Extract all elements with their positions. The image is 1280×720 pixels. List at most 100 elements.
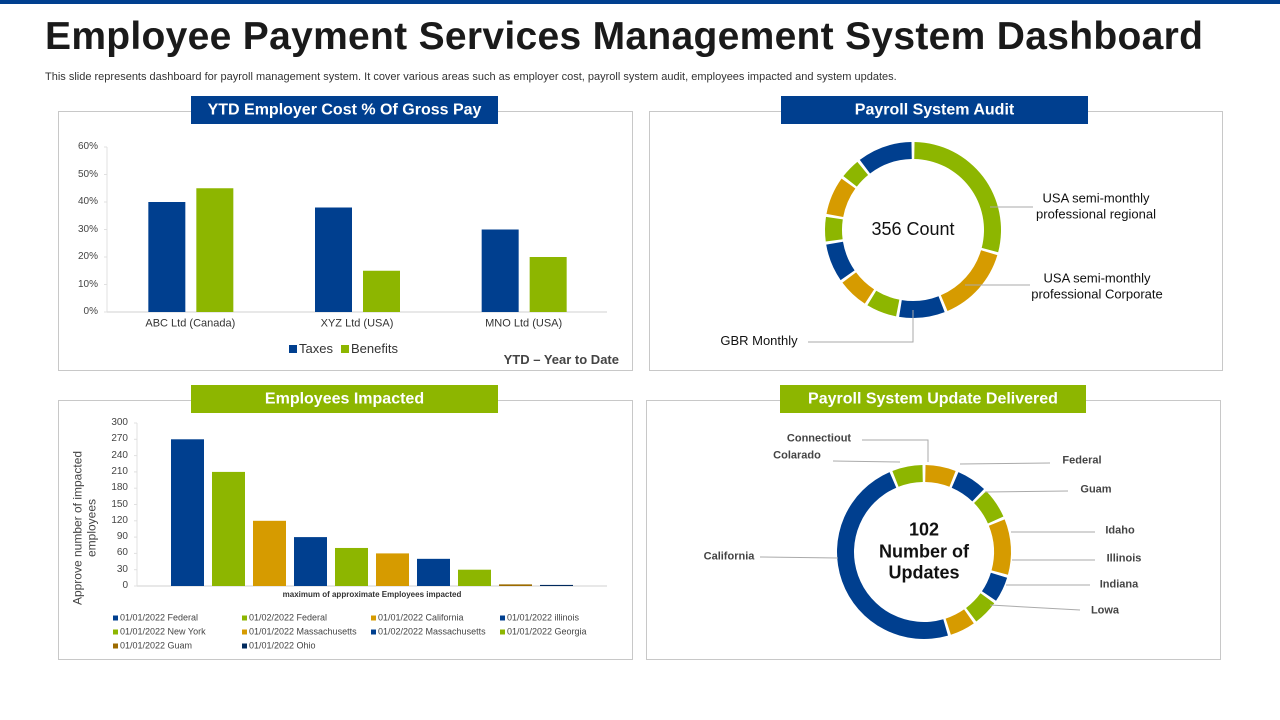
segment-label: Colarado	[773, 449, 821, 462]
legend-label: Benefits	[351, 341, 398, 357]
segment-label: Federal	[1062, 454, 1102, 467]
panel-header	[191, 96, 498, 124]
bar	[148, 202, 186, 312]
bar	[499, 584, 532, 586]
donut-segment	[925, 465, 956, 487]
leader-line	[759, 556, 839, 559]
y-tick-label: 60%	[77, 141, 98, 152]
legend-swatch	[113, 643, 118, 649]
panel-header	[781, 96, 1088, 124]
x-tick-label: XYZ Ltd (USA)	[320, 317, 394, 330]
x-axis-label: maximum of approximate Employees impacte…	[282, 590, 462, 600]
segment-label: Illinois	[1106, 552, 1142, 565]
bar	[171, 439, 204, 586]
page-title: Employee Payment Services Management Sys…	[45, 15, 1204, 58]
leader-line	[989, 604, 1081, 611]
legend-swatch	[242, 629, 247, 635]
legend-label: 01/01/2022 Massachusetts	[249, 626, 357, 637]
donut-segment	[945, 609, 974, 635]
legend-swatch	[113, 629, 118, 635]
legend-swatch	[341, 345, 349, 353]
y-tick-label: 30	[116, 563, 128, 575]
donut-segment	[826, 241, 855, 281]
y-axis-label: Approve number of impacted employees	[70, 450, 99, 606]
legend-label: 01/01/2022 New York	[120, 626, 206, 637]
legend-swatch	[113, 615, 118, 621]
segment-label: Connectiout	[786, 432, 852, 445]
legend-label: 01/02/2022 Massachusetts	[378, 626, 486, 637]
donut-segment	[899, 296, 945, 318]
bar	[376, 553, 409, 586]
y-tick-label: 180	[111, 482, 128, 494]
leader-line	[808, 310, 914, 343]
bar	[253, 520, 286, 586]
segment-label: Idaho	[1105, 524, 1135, 537]
donut-segment	[974, 491, 1004, 524]
donut-segment	[826, 178, 856, 217]
y-tick-label: 240	[111, 449, 128, 461]
y-tick-label: 270	[111, 433, 128, 445]
segment-label: California	[703, 550, 755, 563]
bar	[212, 471, 245, 586]
segment-label: Lowa	[1090, 604, 1120, 617]
y-tick-label: 50%	[77, 168, 98, 180]
legend-label: 01/01/2022 Federal	[120, 612, 199, 623]
segment-label: Guam	[1080, 483, 1112, 496]
donut-segment	[940, 250, 998, 311]
segment-label: USA semi-monthly professional regional	[1036, 190, 1156, 221]
y-tick-label: 90	[116, 531, 128, 543]
legend-label: 01/01/2022 illinois	[507, 612, 580, 623]
legend-label: 01/01/2022 Georgia	[507, 626, 587, 637]
donut-segment	[966, 593, 995, 622]
legend-swatch	[500, 615, 505, 621]
leader-line	[984, 490, 1069, 493]
y-tick-label: 60	[116, 547, 128, 559]
donut-segment	[892, 465, 923, 487]
donut-segment	[825, 216, 843, 242]
x-tick-label: MNO Ltd (USA)	[485, 317, 563, 330]
legend-swatch	[500, 629, 505, 635]
y-tick-label: 0	[122, 580, 128, 591]
bar	[540, 584, 573, 586]
legend-label: Taxes	[299, 341, 333, 357]
top-stripe	[0, 0, 1280, 4]
panel-header	[191, 385, 498, 413]
y-tick-label: 10%	[77, 278, 98, 290]
panel-title: YTD Employer Cost % Of Gross Pay	[207, 101, 482, 119]
donut-segment	[914, 142, 1001, 253]
donut-segment	[867, 290, 900, 317]
segment-label: USA semi-monthly professional Corporate	[1031, 270, 1163, 301]
donut-segment	[951, 472, 985, 502]
legend-label: 01/01/2022 California	[378, 612, 464, 623]
segment-label: GBR Monthly	[720, 333, 798, 349]
legend-label: 01/01/2022 Ohio	[249, 640, 316, 651]
segment-label: Indiana	[1099, 578, 1139, 591]
legend-swatch	[371, 615, 376, 621]
bar	[481, 229, 519, 312]
x-tick-label: ABC Ltd (Canada)	[145, 317, 236, 330]
legend-swatch	[371, 629, 376, 635]
y-tick-label: 300	[111, 417, 128, 428]
bar	[458, 569, 491, 586]
bar	[417, 558, 450, 586]
y-tick-label: 40%	[77, 196, 98, 207]
donut-center-text: 102 Number of Updates	[879, 519, 969, 583]
page-subtitle: This slide represents dashboard for payr…	[45, 71, 897, 83]
leader-line	[862, 439, 929, 462]
y-tick-label: 210	[111, 465, 128, 477]
panel-header	[780, 385, 1086, 413]
chart-note: YTD – Year to Date	[503, 352, 619, 368]
bar	[294, 537, 327, 586]
panel-title: Employees Impacted	[264, 390, 425, 408]
leader-line	[959, 462, 1051, 465]
y-tick-label: 20%	[77, 251, 98, 262]
panel-title: Payroll System Update Delivered	[808, 390, 1058, 408]
legend-swatch	[242, 643, 247, 649]
bar	[335, 547, 368, 586]
donut-segment	[859, 142, 912, 174]
donut-segment	[837, 472, 948, 639]
donut-segment	[842, 272, 875, 304]
y-tick-label: 0%	[83, 306, 98, 317]
